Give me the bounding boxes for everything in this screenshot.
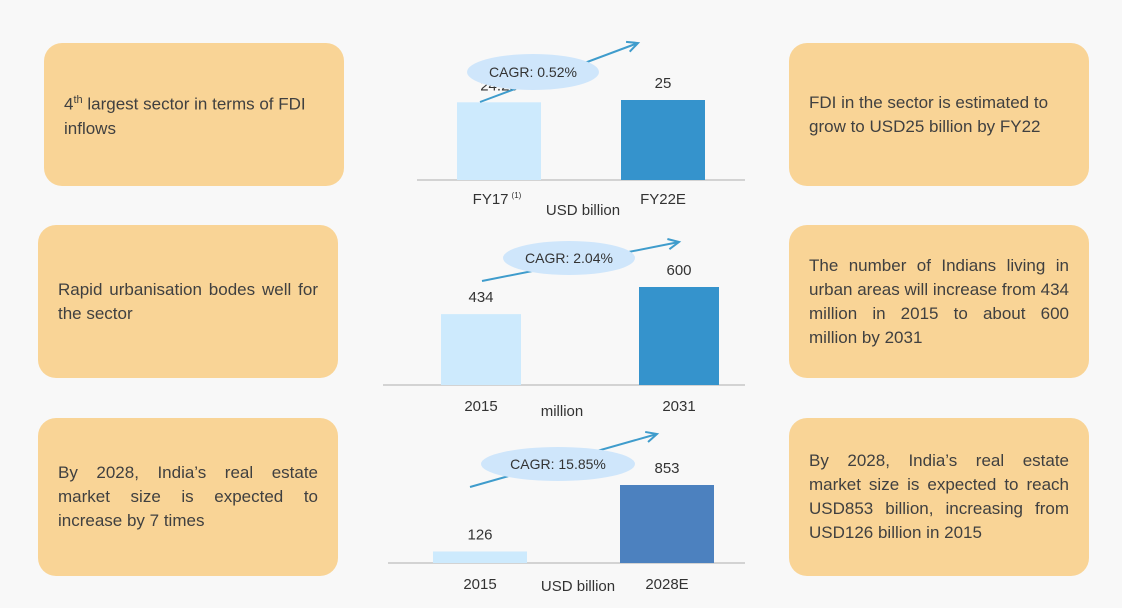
category-label: FY22E xyxy=(640,191,686,208)
value-label: 126 xyxy=(467,526,492,543)
cagr-bubble xyxy=(481,447,635,481)
fdi-estimate-text: FDI in the sector is estimated to grow t… xyxy=(809,92,1049,136)
category-label: 2031 xyxy=(662,398,695,415)
bar-2015 xyxy=(441,314,521,385)
market-growth-text: By 2028, India’s real estate market size… xyxy=(58,463,318,530)
ordinal-suffix: th xyxy=(73,94,83,107)
cagr-arrow-head xyxy=(667,238,682,251)
unit-label: USD billion xyxy=(541,578,615,595)
cagr-arrow-head xyxy=(625,40,641,53)
bar-FY17 xyxy=(457,102,541,180)
market-size-box: By 2028, India’s real estate market size… xyxy=(789,418,1089,576)
fdi-rank-text: 4th largest sector in terms of FDI inflo… xyxy=(64,94,306,138)
cagr-label: CAGR: 2.04% xyxy=(525,250,613,266)
bar-2028E xyxy=(620,485,714,563)
category-label: 2015 xyxy=(464,398,497,415)
bar-2031 xyxy=(639,287,719,385)
bar-2015 xyxy=(433,551,527,563)
cagr-bubble xyxy=(467,54,599,90)
cagr-arrow-head xyxy=(645,430,660,443)
market-size-text: By 2028, India’s real estate market size… xyxy=(809,451,1069,542)
category-label: 2015 xyxy=(463,576,496,593)
category-label: 2028E xyxy=(645,576,688,593)
market-growth-box: By 2028, India’s real estate market size… xyxy=(38,418,338,576)
cagr-label: CAGR: 15.85% xyxy=(510,456,606,472)
fdi-estimate-box: FDI in the sector is estimated to grow t… xyxy=(789,43,1089,186)
value-label: 600 xyxy=(666,262,691,279)
urban-population-text: The number of Indians living in urban ar… xyxy=(809,255,1069,347)
unit-label: million xyxy=(541,403,584,420)
fdi-rank-box: 4th largest sector in terms of FDI inflo… xyxy=(44,43,344,186)
category-label: FY17 (1) xyxy=(473,191,522,208)
bar-FY22E xyxy=(621,100,705,180)
value-label: 434 xyxy=(468,289,493,306)
chart-2: 434 2015 600 2031 million CAGR: 2.04% xyxy=(383,238,745,420)
urbanisation-text: Rapid urbanisation bodes well for the se… xyxy=(58,279,318,323)
unit-label: USD billion xyxy=(546,202,620,219)
value-label: 853 xyxy=(654,460,679,477)
value-label: 25 xyxy=(655,75,672,92)
chart-3: 126 2015 853 2028E USD billion CAGR: 15.85% xyxy=(388,430,745,595)
urban-population-box: The number of Indians living in urban ar… xyxy=(789,225,1089,378)
cagr-bubble xyxy=(503,241,635,275)
cagr-label: CAGR: 0.52% xyxy=(489,64,577,80)
urbanisation-box: Rapid urbanisation bodes well for the se… xyxy=(38,225,338,378)
